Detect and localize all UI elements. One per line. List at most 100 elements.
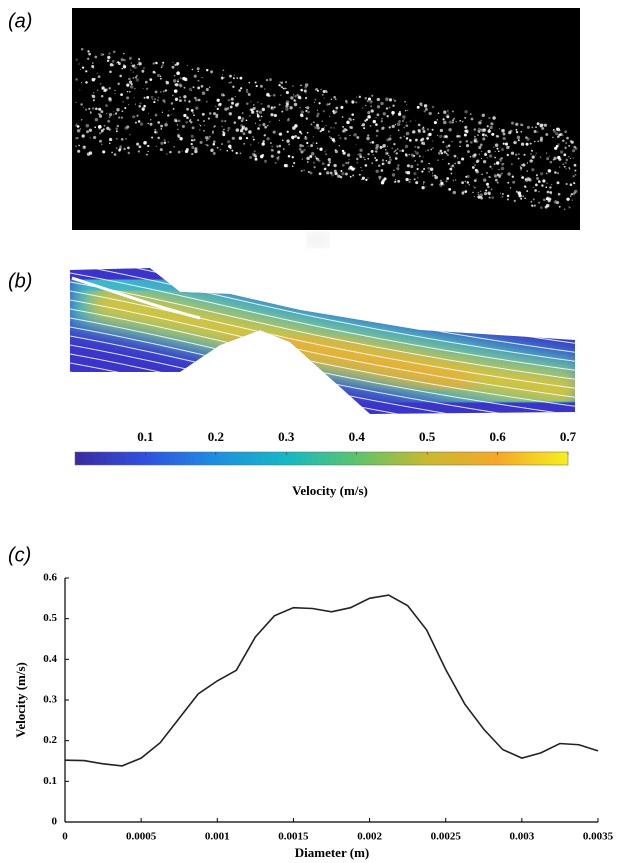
particle (323, 126, 325, 128)
particle (203, 120, 205, 122)
particle (75, 124, 78, 127)
particle (473, 162, 475, 164)
particle (162, 90, 165, 93)
particle (92, 67, 95, 70)
particle (331, 173, 334, 177)
particle (97, 75, 101, 79)
particle (142, 108, 145, 112)
x-axis-label: Diameter (m) (295, 845, 369, 860)
particle (498, 168, 500, 171)
particle (166, 153, 168, 155)
particle (546, 190, 550, 194)
particle (562, 139, 565, 142)
particle (80, 81, 83, 84)
particle (554, 171, 557, 174)
particle (342, 130, 345, 133)
particle (276, 145, 278, 147)
particle (409, 120, 412, 123)
particle (377, 164, 381, 167)
particle (151, 136, 154, 139)
particle (222, 131, 226, 135)
particle (501, 148, 504, 151)
particle (566, 198, 568, 200)
particle (127, 151, 131, 155)
particle (519, 165, 521, 167)
particle (286, 118, 290, 122)
particle (451, 121, 454, 124)
particle (94, 55, 98, 59)
particle (481, 133, 485, 136)
particle (270, 142, 272, 144)
particle (303, 148, 306, 152)
particle (314, 98, 317, 101)
particle (175, 119, 178, 123)
particle (520, 123, 523, 126)
particle (307, 110, 310, 114)
particle (160, 124, 164, 128)
particle (405, 124, 409, 128)
particle (543, 123, 547, 127)
particle (361, 124, 364, 127)
particle (369, 100, 373, 104)
particle (321, 93, 324, 96)
particle (535, 126, 537, 129)
particle (193, 74, 197, 78)
particle (122, 65, 127, 69)
particle (306, 106, 310, 110)
particle (322, 89, 326, 94)
particle (120, 137, 124, 141)
particle (429, 167, 434, 171)
particle (252, 152, 256, 157)
particle (75, 101, 77, 104)
particle (314, 89, 317, 91)
particle (385, 149, 387, 151)
particle (370, 100, 373, 103)
particle (346, 153, 351, 157)
particle (489, 165, 492, 168)
particle (486, 135, 488, 137)
particle (442, 141, 445, 144)
particle (160, 77, 162, 80)
particle (219, 148, 222, 151)
particle (108, 52, 111, 55)
particle (201, 91, 206, 95)
particle (254, 157, 258, 161)
particle (414, 150, 417, 153)
particle (482, 137, 486, 141)
velocity-line (64, 594, 599, 767)
particle (529, 142, 532, 145)
particle (306, 161, 309, 163)
particle (315, 88, 318, 91)
particle (251, 110, 255, 114)
particle (191, 126, 195, 130)
particle (221, 73, 223, 75)
particle (375, 123, 378, 126)
particle (215, 113, 219, 117)
particle (357, 153, 359, 156)
particle (473, 185, 475, 188)
particle (431, 183, 434, 186)
particle (571, 149, 576, 153)
particle (216, 146, 219, 149)
particle (535, 152, 537, 154)
particle (230, 97, 234, 101)
particle (405, 171, 408, 174)
particle (285, 81, 288, 84)
particle (165, 121, 167, 123)
particle (486, 182, 489, 186)
particle (509, 129, 513, 133)
particle (422, 130, 426, 133)
particle (345, 129, 348, 132)
particle (201, 112, 205, 116)
particle (476, 134, 479, 137)
particle (475, 170, 480, 174)
particle (569, 157, 572, 160)
particle (298, 130, 302, 134)
particle (417, 146, 420, 149)
particle (155, 115, 157, 117)
particle (337, 134, 340, 137)
particle (118, 147, 122, 151)
x-tick-label: 0.0005 (126, 831, 157, 843)
particle (344, 137, 347, 140)
particle (155, 61, 158, 65)
